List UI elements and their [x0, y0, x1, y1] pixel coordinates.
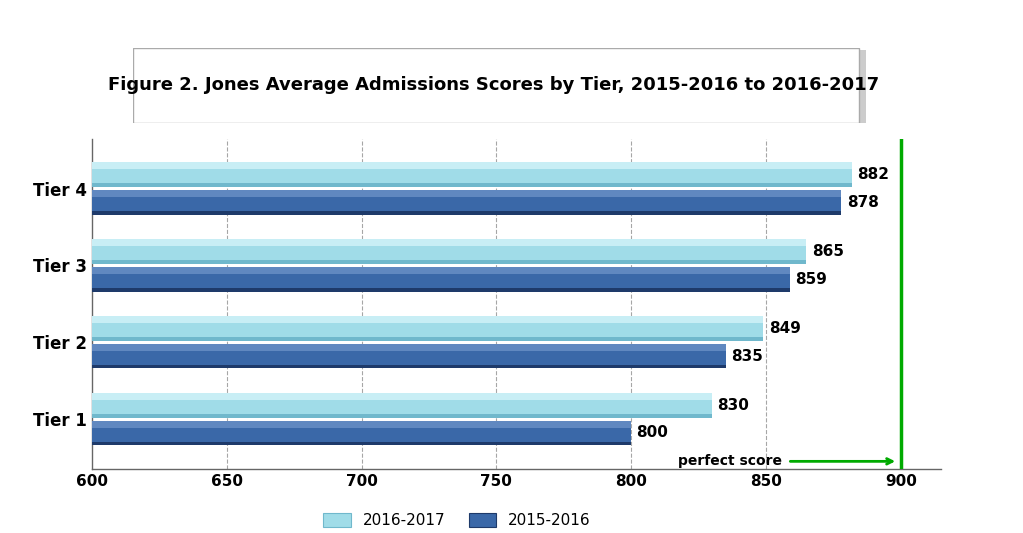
Text: 859: 859: [796, 272, 828, 287]
Text: perfect score: perfect score: [678, 454, 783, 469]
Text: 878: 878: [847, 195, 879, 210]
FancyBboxPatch shape: [137, 50, 865, 128]
Bar: [92, 163, 852, 169]
Bar: [92, 239, 806, 241]
Bar: [92, 421, 631, 427]
Bar: [92, 441, 631, 445]
Bar: [92, 421, 631, 445]
Bar: [92, 393, 712, 417]
Bar: [92, 414, 712, 417]
Text: 865: 865: [812, 244, 844, 259]
Text: 800: 800: [636, 425, 668, 440]
Bar: [92, 365, 725, 368]
Bar: [92, 344, 725, 368]
Text: 830: 830: [717, 398, 749, 413]
Bar: [92, 393, 712, 394]
Text: 882: 882: [857, 167, 890, 182]
Text: 849: 849: [768, 321, 801, 336]
Bar: [92, 267, 790, 274]
Bar: [92, 288, 790, 292]
Bar: [92, 239, 806, 246]
Bar: [92, 421, 631, 422]
Bar: [92, 316, 763, 318]
Bar: [92, 344, 725, 351]
Bar: [92, 190, 842, 215]
Bar: [92, 190, 842, 197]
Text: Figure 2. Jones Average Admissions Scores by Tier, 2015-2016 to 2016-2017: Figure 2. Jones Average Admissions Score…: [108, 76, 880, 94]
Bar: [92, 163, 852, 164]
Bar: [92, 344, 725, 345]
Bar: [92, 163, 852, 187]
Text: 835: 835: [730, 349, 763, 364]
Bar: [92, 211, 842, 215]
Bar: [92, 393, 712, 400]
Bar: [92, 267, 790, 292]
Legend: 2016-2017, 2015-2016: 2016-2017, 2015-2016: [317, 507, 597, 533]
Bar: [92, 267, 790, 269]
Bar: [92, 239, 806, 264]
FancyBboxPatch shape: [133, 48, 858, 123]
Bar: [92, 316, 763, 323]
Bar: [92, 337, 763, 341]
Bar: [92, 260, 806, 264]
Bar: [92, 316, 763, 341]
Bar: [92, 190, 842, 191]
Bar: [92, 183, 852, 187]
